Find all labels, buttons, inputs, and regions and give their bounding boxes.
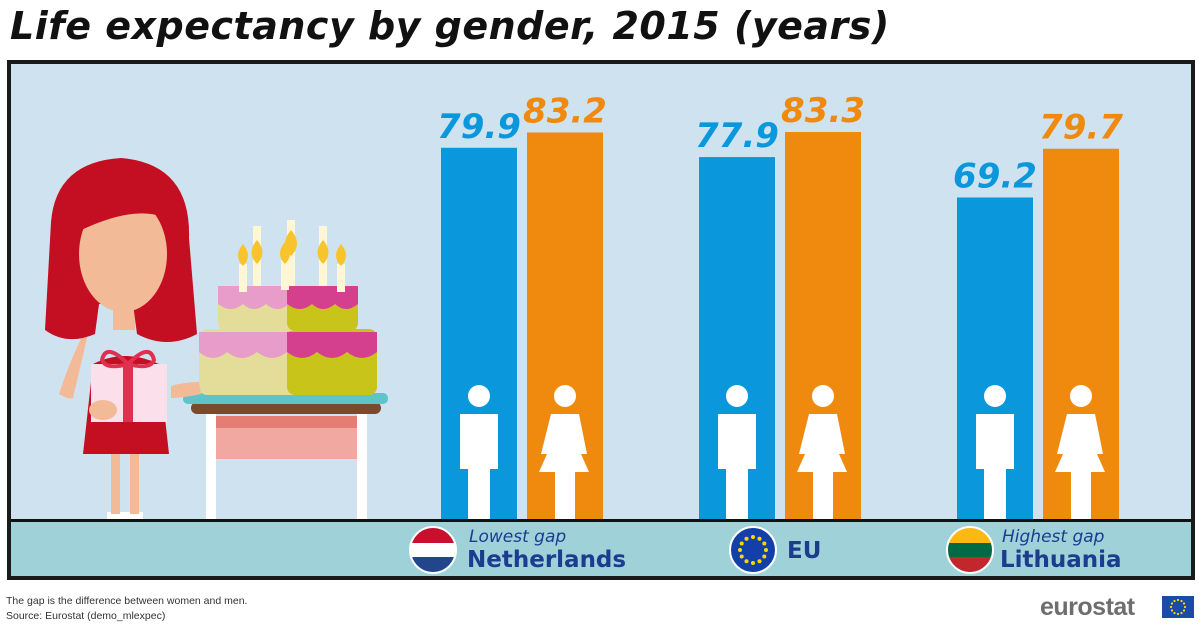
data-label-men-eu: 77.9 [695, 116, 779, 156]
woman-illustration [45, 158, 201, 519]
birthday-illustration [45, 158, 388, 519]
footnote-gap-note: The gap is the difference between women … [6, 595, 248, 607]
data-label-men-netherlands: 79.9 [437, 107, 521, 147]
lithuania-flag-icon [946, 526, 994, 574]
chart-title: Life expectancy by gender, 2015 (years) [10, 4, 890, 48]
man-icon [718, 385, 756, 519]
woman-icon [1055, 385, 1105, 519]
country-label-lithuania: Highest gap Lithuania [946, 526, 1186, 576]
data-label-women-netherlands: 83.2 [523, 91, 607, 131]
country-label-eu: EU [729, 526, 869, 576]
country-label-netherlands: Lowest gap Netherlands [409, 526, 649, 576]
country-name: Lithuania [1000, 547, 1122, 573]
woman-icon [539, 385, 589, 519]
man-icon [460, 385, 498, 519]
eu-flag-icon [729, 526, 777, 574]
bar-chart: 79.9 83.2 77.983.3 69.279.7 [437, 91, 1123, 519]
data-label-women-lithuania: 79.7 [1039, 108, 1123, 148]
woman-icon [797, 385, 847, 519]
gap-label: Highest gap [1002, 527, 1105, 547]
data-label-women-eu: 83.3 [781, 91, 865, 131]
cake-illustration [199, 220, 377, 395]
country-name: Netherlands [467, 547, 627, 573]
country-name: EU [787, 538, 822, 564]
chart-panel: 79.9 83.2 77.9 83.3 69.2 79.7 Lowest gap Neth… [7, 60, 1195, 580]
netherlands-flag-icon [409, 526, 457, 574]
table-illustration [183, 393, 388, 519]
ground-strip [11, 519, 1191, 576]
logo-text: eurostat [1040, 593, 1135, 621]
footnote: The gap is the difference between women … [6, 594, 247, 624]
man-icon [976, 385, 1014, 519]
eu-flag-icon [1162, 596, 1194, 618]
gap-label: Lowest gap [469, 527, 567, 547]
data-label-men-lithuania: 69.2 [953, 157, 1037, 197]
footnote-source: Source: Eurostat (demo_mlexpec) [6, 610, 166, 622]
